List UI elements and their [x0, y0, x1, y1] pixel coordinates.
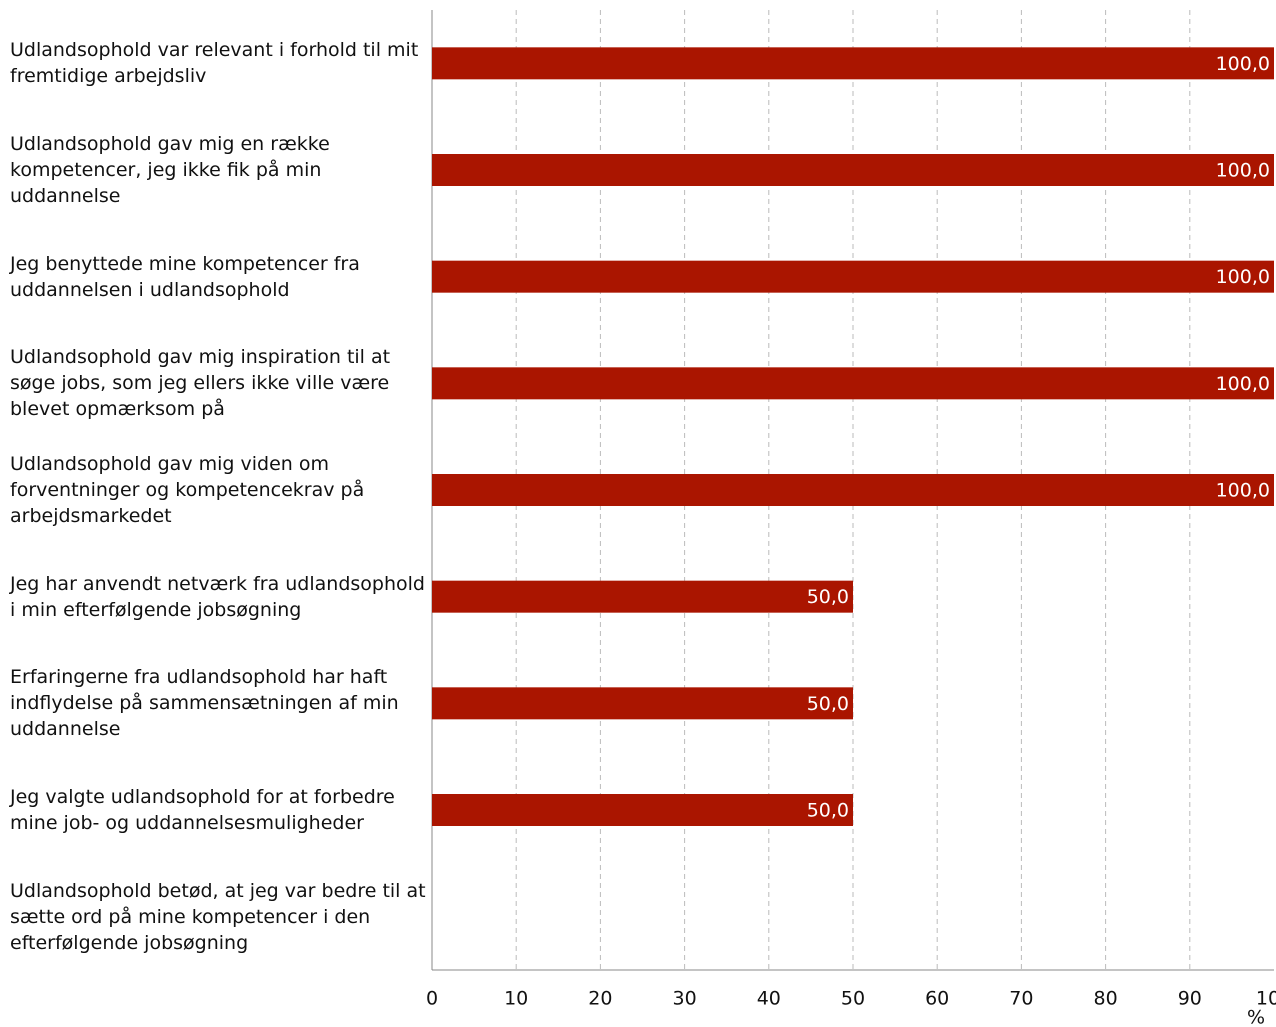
x-tick-label: 20	[588, 988, 612, 1010]
y-tick-label: Udlandsophold gav mig viden om forventni…	[10, 453, 365, 527]
value-label: 50,0	[807, 586, 849, 608]
value-label: 100,0	[1216, 480, 1270, 502]
x-tick-label: 90	[1178, 988, 1202, 1010]
bar	[432, 260, 1274, 293]
bar	[432, 367, 1274, 400]
bar	[432, 580, 853, 613]
x-tick-label: 50	[841, 988, 865, 1010]
value-label: 100,0	[1216, 373, 1270, 395]
bar	[432, 47, 1274, 80]
x-axis-label: %	[1247, 1007, 1265, 1027]
value-label: 50,0	[807, 693, 849, 715]
y-tick-label: Jeg har anvendt netværk fra udlandsophol…	[10, 572, 425, 621]
x-tick-label: 100	[1256, 988, 1276, 1010]
bar	[432, 154, 1274, 186]
value-label: 50,0	[807, 800, 849, 822]
x-tick-label: 40	[757, 988, 781, 1010]
x-tick-label: 70	[1009, 988, 1033, 1010]
value-label: 100,0	[1216, 266, 1270, 288]
bar	[432, 687, 853, 720]
x-tick-label: 30	[673, 988, 697, 1010]
x-tick-label: 0	[426, 988, 438, 1010]
y-tick-label: Jeg benyttede mine kompetencer fra uddan…	[10, 252, 360, 301]
value-label: 100,0	[1216, 160, 1270, 182]
y-tick-label: Udlandsophold gav mig en række kompetenc…	[10, 133, 330, 207]
value-label: 100,0	[1216, 53, 1270, 75]
y-tick-label: Udlandsophold gav mig inspiration til at…	[10, 346, 391, 421]
x-tick-label: 80	[1094, 988, 1118, 1010]
y-tick-label: Erfaringerne fra udlandsophold har haft …	[10, 666, 399, 741]
bar	[432, 794, 853, 826]
bar	[432, 474, 1274, 506]
x-tick-label: 60	[925, 988, 949, 1010]
x-tick-label: 10	[504, 988, 528, 1010]
y-tick-label: Udlandsophold betød, at jeg var bedre ti…	[10, 879, 426, 954]
y-tick-label: Udlandsophold var relevant i forhold til…	[10, 39, 419, 88]
y-tick-label: Jeg valgte udlandsophold for at forbedre…	[10, 786, 395, 834]
